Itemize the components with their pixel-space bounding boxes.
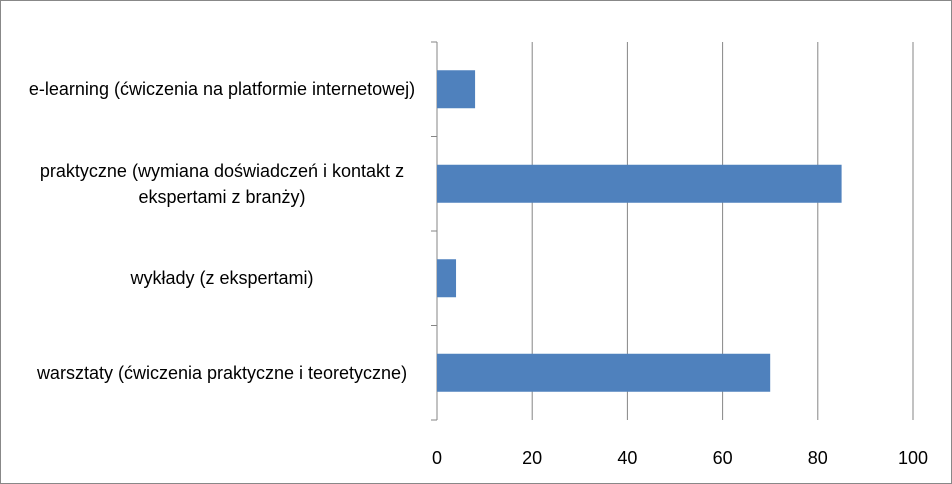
y-tick-label: e-learning (ćwiczenia na platformie inte… — [28, 79, 416, 100]
x-tick-label: 40 — [617, 448, 637, 468]
x-tick-label: 0 — [432, 448, 442, 468]
bar — [437, 259, 457, 298]
y-tick-label: warsztaty (ćwiczenia praktyczne i teoret… — [36, 362, 408, 383]
bar — [437, 70, 476, 109]
bar — [437, 164, 842, 203]
x-tick-label: 80 — [808, 448, 828, 468]
bar — [437, 353, 771, 392]
y-tick-label: wykłady (z ekspertami) — [130, 268, 314, 289]
x-tick-label: 20 — [522, 448, 542, 468]
x-tick-label: 100 — [898, 448, 928, 468]
x-tick-label: 60 — [713, 448, 733, 468]
y-tick-label: praktyczne (wymiana doświadczeń i kontak… — [39, 160, 405, 207]
